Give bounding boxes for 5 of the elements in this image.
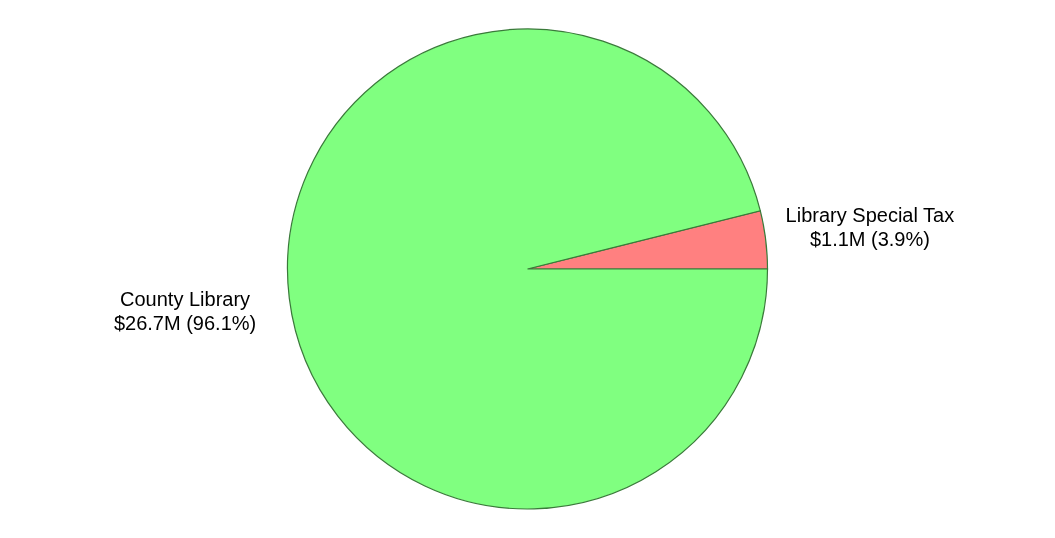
pie-slice <box>287 28 769 510</box>
data-label: $26.7M (96.1%) <box>113 312 257 335</box>
slice-label: County Library <box>120 288 251 311</box>
data-label: $1.1M (3.9%) <box>809 227 930 250</box>
slice-label: Library Special Tax <box>785 203 955 226</box>
